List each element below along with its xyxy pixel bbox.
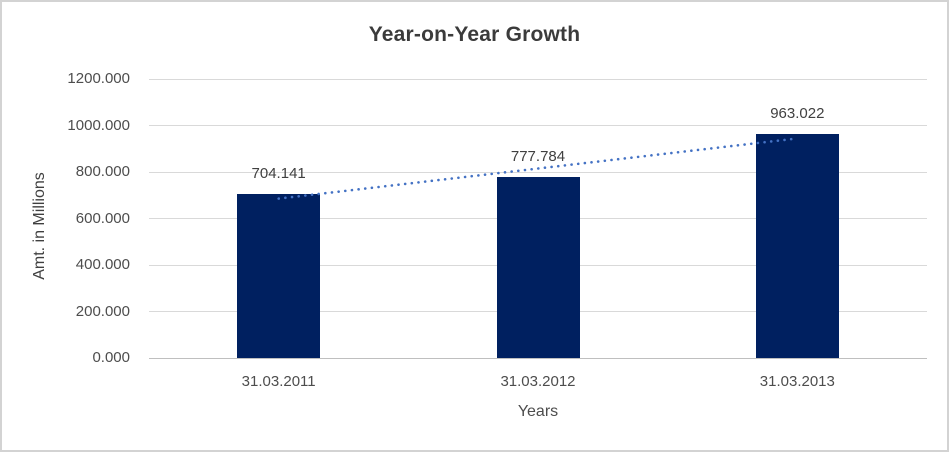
- value-label: 777.784: [510, 148, 566, 166]
- y-tick-label: 800.000: [75, 163, 130, 180]
- gridline: [149, 78, 927, 80]
- bar: [237, 194, 321, 358]
- chart-title: Year-on-Year Growth: [368, 23, 581, 46]
- y-tick-label: 600.000: [75, 209, 130, 227]
- value-label: 704.141: [251, 165, 306, 183]
- y-tick-label: 200.000: [75, 302, 130, 320]
- y-axis-title: Amt. in Millions: [31, 172, 48, 280]
- y-tick-label: 0.000: [92, 349, 130, 366]
- x-axis-title: Years: [517, 403, 559, 420]
- y-tick-label: 1200.000: [67, 70, 130, 87]
- y-tick-label: 1000.000: [67, 116, 130, 134]
- x-tick-label: 31.03.2013: [759, 373, 835, 390]
- y-tick-label: 400.000: [75, 256, 130, 273]
- bar: [755, 134, 839, 358]
- x-tick-label: 31.03.2012: [500, 373, 576, 390]
- x-tick-label: 31.03.2011: [241, 373, 316, 390]
- value-label: 963.022: [770, 105, 825, 123]
- bar: [496, 177, 580, 358]
- gridline: [149, 125, 927, 126]
- gridline: [149, 357, 927, 359]
